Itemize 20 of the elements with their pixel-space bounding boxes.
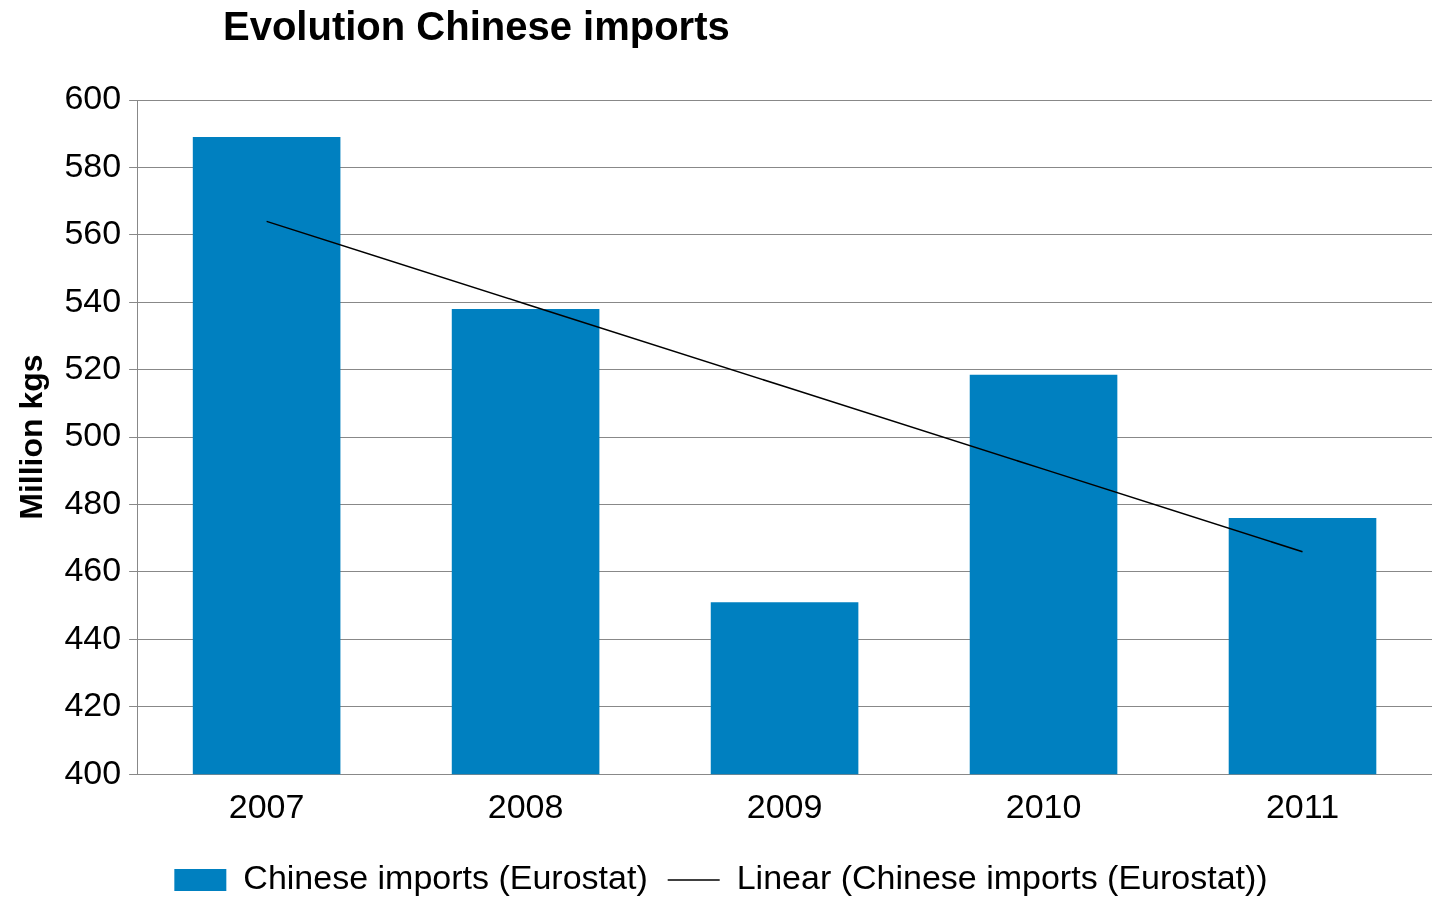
y-tick-label: 560 [64, 213, 122, 252]
chart-title: Evolution Chinese imports [223, 4, 730, 49]
legend-label: Chinese imports (Eurostat) [243, 858, 648, 897]
y-tick-label: 480 [64, 482, 122, 521]
x-tick-label: 2010 [1005, 786, 1082, 825]
legend-label: Linear (Chinese imports (Eurostat)) [736, 858, 1268, 897]
x-tick-label: 2011 [1265, 786, 1340, 825]
y-tick-label: 420 [64, 685, 122, 724]
x-tick-label: 2008 [487, 786, 564, 825]
x-tick-label: 2009 [746, 786, 823, 825]
y-tick-label: 520 [64, 348, 122, 387]
y-tick-label: 460 [64, 550, 122, 589]
y-tick-label: 500 [64, 415, 122, 454]
y-tick-label: 400 [64, 752, 122, 791]
y-tick-label: 580 [64, 145, 122, 184]
y-tick-label: 600 [64, 78, 122, 117]
x-tick-label: 2007 [228, 786, 305, 825]
y-tick-label: 540 [64, 280, 122, 319]
y-tick-label: 440 [64, 617, 122, 656]
y-axis-title: Million kgs [13, 354, 50, 520]
